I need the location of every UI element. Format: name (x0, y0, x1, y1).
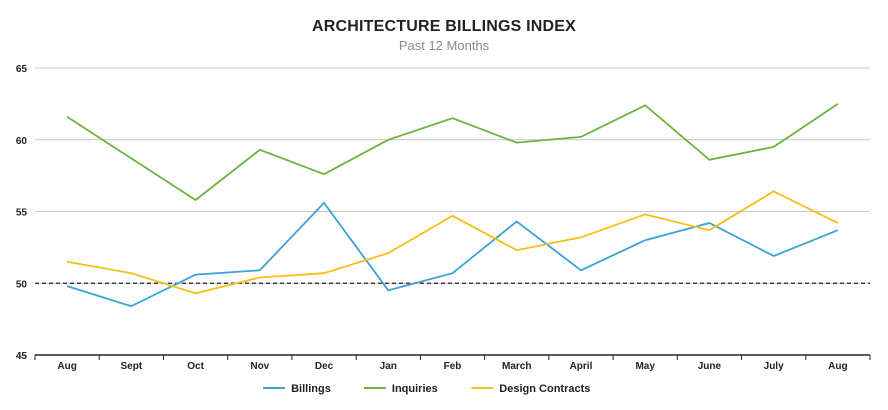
chart-subtitle: Past 12 Months (398, 38, 490, 53)
x-tick-label-10: June (698, 361, 722, 372)
legend-label-design-contracts: Design Contracts (499, 383, 590, 395)
x-tick-label-12: Aug (828, 361, 847, 372)
y-tick-label-65: 65 (16, 64, 28, 75)
x-tick-label-1: Sept (121, 361, 143, 372)
x-tick-label-11: July (764, 361, 784, 372)
x-tick-label-9: May (635, 361, 655, 372)
x-tick-label-7: March (502, 361, 531, 372)
y-tick-label-60: 60 (16, 136, 28, 147)
x-tick-label-8: April (570, 361, 593, 372)
y-tick-label-55: 55 (16, 208, 28, 219)
x-tick-label-6: Feb (444, 361, 462, 372)
x-tick-label-5: Jan (380, 361, 397, 372)
y-tick-label-50: 50 (16, 279, 28, 290)
series-line-billings (66, 201, 839, 308)
x-tick-label-2: Oct (187, 361, 204, 372)
chart-title: ARCHITECTURE BILLINGS INDEX (311, 18, 577, 35)
x-tick-label-3: Nov (250, 361, 269, 372)
series-line-design-contracts (66, 190, 839, 295)
x-tick-label-4: Dec (315, 361, 334, 372)
legend-label-billings: Billings (291, 383, 331, 395)
series-line-inquiries (66, 103, 839, 202)
x-tick-label-0: Aug (57, 361, 76, 372)
legend-label-inquiries: Inquiries (392, 383, 438, 395)
y-tick-label-45: 45 (16, 351, 28, 362)
